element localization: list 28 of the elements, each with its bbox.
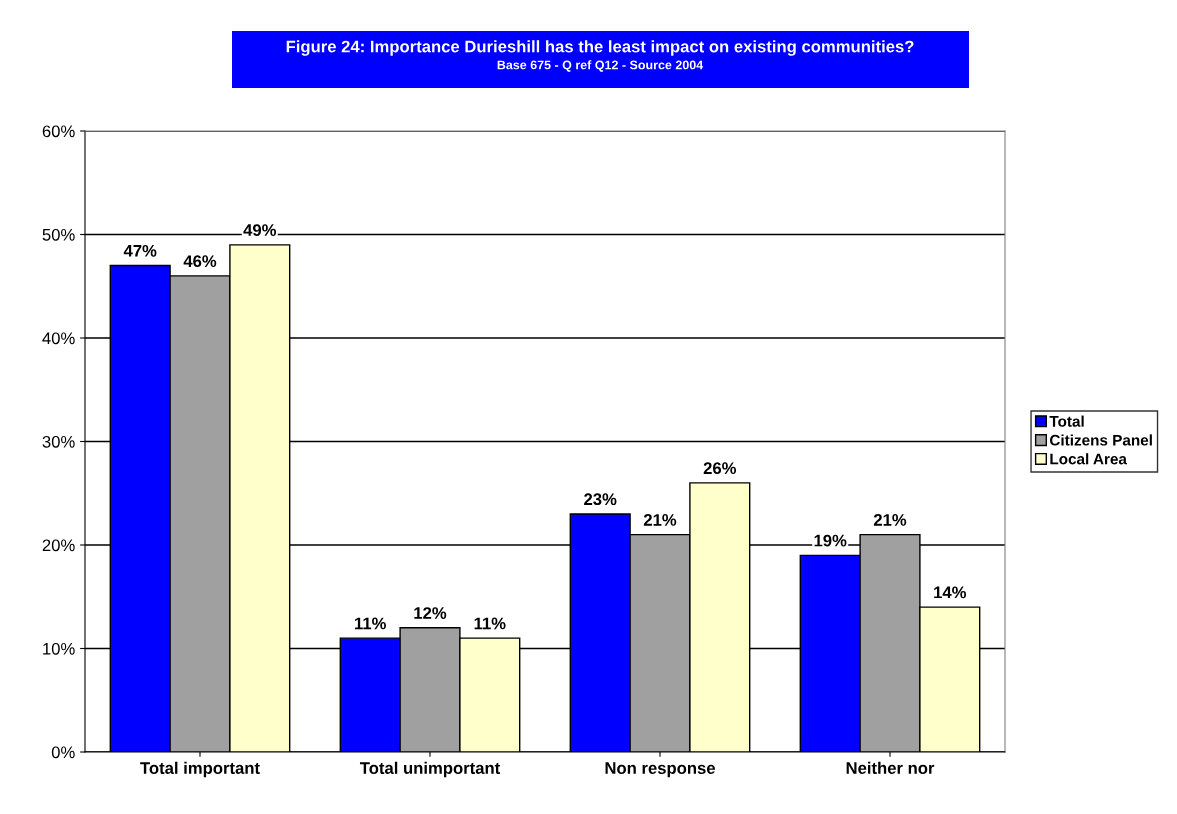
data-label: 19%	[814, 534, 847, 547]
y-tick-label: 60%	[42, 125, 75, 138]
data-label: 11%	[474, 617, 506, 630]
data-label: 14%	[934, 586, 967, 599]
data-label: 21%	[643, 514, 677, 526]
x-tick-label: Neither nor	[846, 761, 935, 774]
legend-label: Local Area	[1050, 453, 1128, 465]
y-tick-label: 50%	[42, 228, 75, 241]
y-tick-label: 40%	[42, 332, 75, 345]
y-tick-label: 20%	[42, 539, 75, 552]
x-tick-label: Non response	[605, 762, 715, 778]
x-tick-label: Total unimportant	[359, 761, 501, 778]
data-label: 11%	[355, 617, 386, 630]
data-label: 49%	[243, 224, 277, 236]
data-label: 23%	[584, 493, 617, 506]
y-tick-label: 0%	[51, 746, 75, 759]
x-tick-label: Total important	[140, 761, 260, 778]
data-label: 21%	[873, 514, 907, 526]
data-label: 46%	[183, 255, 217, 268]
legend-label: Citizens Panel	[1050, 434, 1152, 446]
data-label: 47%	[123, 244, 157, 257]
chart-title: Figure 24: Importance Durieshill has the least impact on existing communities?	[286, 40, 914, 56]
y-tick-label: 30%	[42, 435, 75, 448]
legend-label: Total	[1049, 415, 1084, 427]
data-label: 12%	[414, 607, 447, 619]
y-tick-label: 10%	[43, 642, 75, 655]
data-label: 26%	[703, 462, 737, 475]
chart-subtitle: Base 675 - Q ref Q12 - Source 2004	[497, 60, 704, 72]
